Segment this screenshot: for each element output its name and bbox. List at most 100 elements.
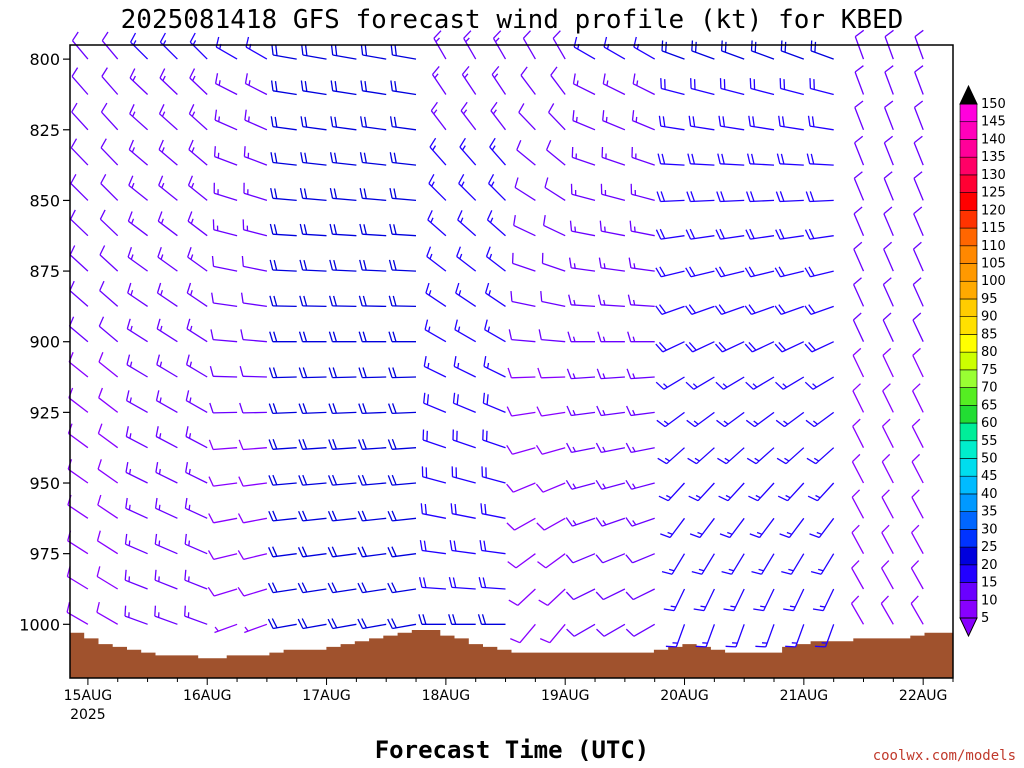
wind-barb [881, 560, 894, 590]
wind-barb [427, 210, 447, 237]
wind-barb-feather [98, 387, 104, 399]
wind-barb-feather [214, 109, 218, 121]
wind-barb-feather [332, 295, 338, 307]
colorbar-bottom-triangle [959, 617, 978, 638]
wind-barb-feather [749, 191, 755, 202]
wind-barb [71, 102, 89, 131]
wind-barb [184, 605, 208, 625]
wind-barb-feather [458, 173, 465, 184]
wind-barb-staff [302, 553, 327, 558]
wind-barb [807, 115, 834, 131]
wind-barb [567, 331, 595, 343]
wind-barb-staff [755, 447, 775, 465]
wind-barb [745, 376, 775, 390]
wind-barb-feather [750, 153, 755, 165]
wind-barb [298, 367, 327, 379]
wind-barb-feather [913, 206, 923, 215]
wind-barb-feather [423, 392, 426, 404]
wind-barb-feather [805, 191, 811, 202]
wind-barb-feather [302, 510, 308, 521]
wind-barb-feather [455, 282, 460, 294]
wind-barb [479, 540, 506, 555]
wind-barb-staff [302, 233, 327, 237]
wind-barb [745, 228, 775, 240]
wind-barb-feather [358, 403, 363, 414]
wind-barb-feather [718, 115, 722, 127]
wind-barb-feather [661, 153, 666, 165]
wind-barb-half-feather [461, 181, 465, 187]
wind-barb [431, 65, 447, 95]
wind-barb-feather [716, 419, 726, 428]
wind-barb [208, 476, 238, 487]
wind-barb [129, 104, 149, 131]
wind-barb-feather [273, 224, 278, 235]
wind-barb [268, 438, 297, 450]
wind-barb-half-feather [188, 468, 191, 475]
wind-barb [687, 447, 715, 465]
wind-barb-half-feather [724, 457, 730, 462]
wind-barb-feather [328, 439, 334, 450]
wind-barb-feather [453, 355, 457, 367]
wind-barb-feather [565, 517, 573, 527]
wind-barb-feather [387, 547, 393, 558]
wind-barb-feather [360, 80, 364, 91]
wind-barb [805, 411, 835, 428]
wind-barb-staff [784, 411, 805, 428]
wind-barb [655, 228, 685, 240]
wind-barb [603, 36, 626, 60]
wind-barb-feather [602, 110, 605, 121]
wind-barb-feather [389, 116, 393, 127]
wind-barb [185, 354, 208, 378]
wind-barb-feather [486, 210, 493, 221]
wind-barb-feather [812, 608, 824, 612]
wind-barb-feather [546, 139, 552, 151]
wind-barb [298, 403, 327, 415]
wind-barb-feather [419, 540, 423, 551]
wind-barb-staff [68, 361, 89, 378]
wind-barb [851, 489, 865, 519]
wind-barb [748, 115, 775, 131]
wind-barb-staff [159, 77, 178, 95]
wind-barb [329, 152, 357, 166]
colorbar-segment [959, 121, 978, 140]
wind-barb-feather [388, 259, 393, 271]
wind-barb-feather [565, 591, 574, 601]
wind-barb [753, 588, 775, 612]
wind-barb-feather [156, 282, 162, 294]
wind-barb-feather [271, 44, 274, 56]
wind-barb [357, 510, 387, 522]
wind-barb-half-feather [159, 361, 163, 367]
wind-barb-half-feather [758, 568, 764, 572]
wind-barb-feather [690, 191, 696, 202]
wind-barb-feather [911, 524, 920, 534]
wind-barb [299, 223, 327, 237]
wind-barb [327, 618, 357, 630]
wind-barb-half-feather [487, 326, 491, 332]
colorbar-segment [959, 139, 978, 158]
wind-barb-feather [775, 191, 781, 202]
wind-barb [189, 32, 208, 60]
wind-barb-half-feather [575, 116, 578, 123]
wind-barb-feather [488, 173, 495, 184]
wind-barb-feather [209, 402, 214, 414]
wind-barb-feather [454, 319, 458, 330]
wind-barb-feather [130, 32, 137, 43]
wind-barb-staff [881, 496, 894, 519]
wind-barb-half-feather [129, 397, 132, 403]
wind-barb-half-feather [606, 80, 609, 86]
wind-barb-half-feather [636, 80, 639, 86]
wind-barb-staff [751, 305, 775, 316]
wind-barb-feather [70, 138, 78, 149]
wind-barb [537, 553, 566, 569]
wind-barb [452, 429, 476, 449]
colorbar-segment [959, 245, 978, 264]
wind-barb [184, 569, 208, 590]
wind-barb [463, 30, 477, 60]
wind-barb-feather [423, 355, 427, 367]
wind-barb-feather [851, 595, 860, 604]
wind-barb-feather [359, 259, 363, 271]
wind-barb-feather [274, 152, 278, 164]
wind-barb-staff [883, 248, 894, 272]
wind-barb-staff [792, 588, 805, 611]
wind-barb-staff [482, 476, 506, 484]
